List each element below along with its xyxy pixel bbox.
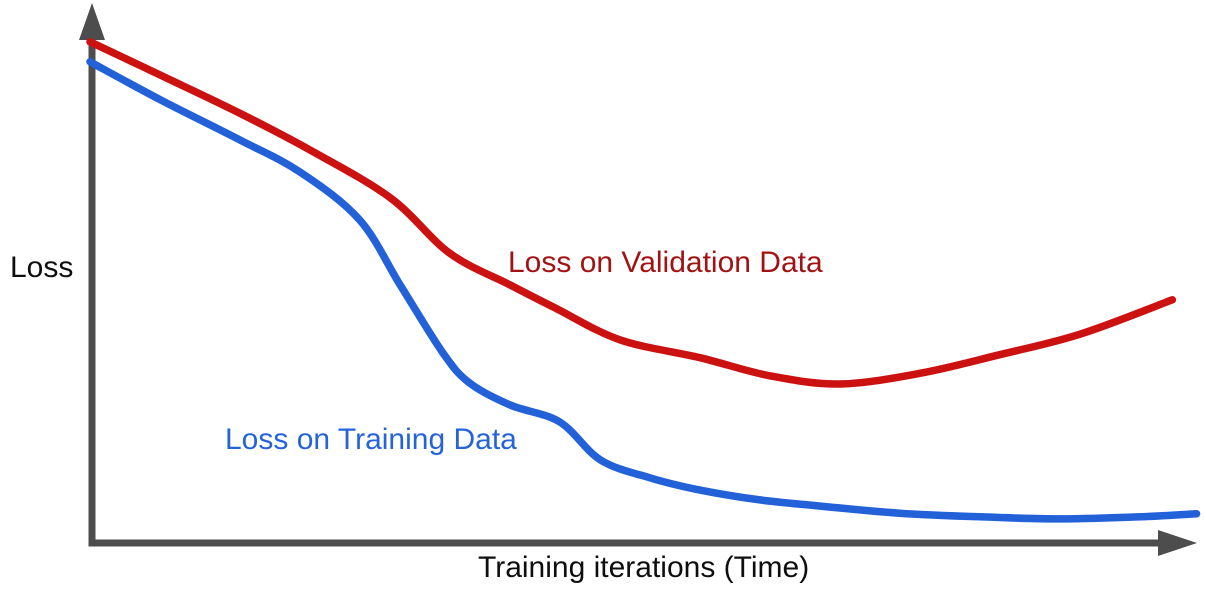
validation-curve-label: Loss on Validation Data — [508, 246, 823, 279]
x-axis-label: Training iterations (Time) — [478, 551, 810, 584]
x-axis-arrowhead-icon — [1158, 530, 1197, 556]
y-axis-label: Loss — [10, 251, 74, 284]
training-curve-label: Loss on Training Data — [225, 423, 517, 456]
y-axis-arrowhead-icon — [79, 3, 105, 40]
training-loss-curve — [86, 58, 1201, 523]
validation-loss-curve — [86, 38, 1177, 388]
